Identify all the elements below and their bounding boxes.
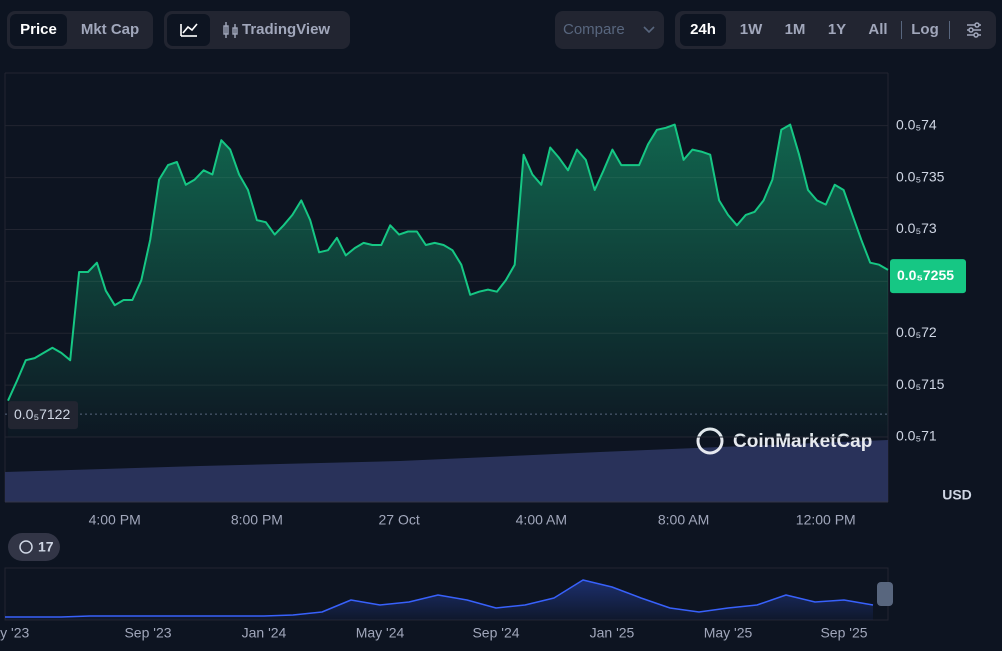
x-tick-label: May '25	[704, 625, 753, 641]
price-area	[5, 580, 873, 620]
navigator-handle[interactable]	[877, 582, 893, 606]
current-price-tag	[890, 259, 966, 294]
log-button[interactable]: Log	[911, 21, 939, 38]
y-tick-label: 0.0₅71	[896, 428, 937, 444]
price-area	[8, 124, 888, 437]
x-tick-label: Sep '25	[820, 625, 867, 641]
y-axis-label: USD	[942, 487, 972, 503]
badge-count: 17	[38, 539, 54, 555]
current-price-label: 0.0₅7255	[897, 267, 954, 283]
range-all[interactable]: All	[868, 21, 888, 38]
y-tick-label: 0.0₅72	[896, 324, 937, 340]
range-toggle: 24h 1W 1M 1Y All Log	[675, 11, 996, 49]
tradingview-button[interactable]: TradingView	[220, 14, 345, 46]
separator	[949, 21, 950, 39]
range-1y[interactable]: 1Y	[827, 21, 847, 38]
y-tick-label: 0.0₅735	[896, 168, 945, 184]
chart-style-toggle: TradingView	[164, 11, 350, 49]
reference-tag	[8, 401, 78, 430]
watermark: CoinMarketCap	[696, 427, 872, 455]
watermark-text: CoinMarketCap	[733, 431, 872, 452]
navigator-frame	[4, 567, 889, 621]
x-tick-label: Sep '23	[124, 625, 171, 641]
x-tick-label: Jan '25	[590, 625, 635, 641]
view-toggle: Price Mkt Cap	[7, 11, 153, 49]
x-tick-label: 8:00 PM	[231, 512, 283, 528]
separator	[901, 21, 902, 39]
price-line	[7, 123, 889, 402]
chevron	[643, 26, 655, 34]
x-tick-label: Sep '24	[472, 625, 519, 641]
y-tick-label: 0.0₅725	[896, 272, 945, 288]
compare-dropdown[interactable]: Compare	[555, 11, 664, 49]
reference-label: 0.0₅7122	[14, 406, 70, 422]
x-tick-label: 4:00 AM	[516, 512, 567, 528]
x-tick-label: 8:00 AM	[658, 512, 709, 528]
price-line	[5, 579, 874, 618]
x-tick-label: May '24	[356, 625, 405, 641]
compare-label: Compare	[563, 21, 625, 38]
mktcap-button[interactable]: Mkt Cap	[80, 21, 140, 38]
settings-icon	[967, 22, 981, 38]
x-tick-label: May '23	[0, 625, 30, 641]
range-1w[interactable]: 1W	[739, 21, 763, 38]
y-tick-label: 0.0₅73	[896, 220, 937, 236]
x-tick-label: 4:00 PM	[89, 512, 141, 528]
range-1m[interactable]: 1M	[784, 21, 806, 38]
line-chart-button[interactable]	[167, 14, 210, 46]
y-tick-label: 0.0₅74	[896, 116, 937, 132]
volume-area	[5, 440, 888, 502]
x-tick-label: 27 Oct	[378, 512, 419, 528]
line-icon	[180, 23, 198, 37]
price-button[interactable]: Price	[10, 14, 67, 46]
range-24h[interactable]: 24h	[680, 14, 726, 46]
x-tick-label: Jan '24	[242, 625, 287, 641]
x-tick-label: 12:00 PM	[796, 512, 856, 528]
tradingview-label: TradingView	[242, 21, 331, 38]
badge-icon	[19, 540, 33, 554]
y-tick-label: 0.0₅715	[896, 376, 945, 392]
badge	[8, 533, 60, 561]
candle-icon	[223, 22, 238, 38]
settings-button[interactable]	[956, 14, 992, 46]
